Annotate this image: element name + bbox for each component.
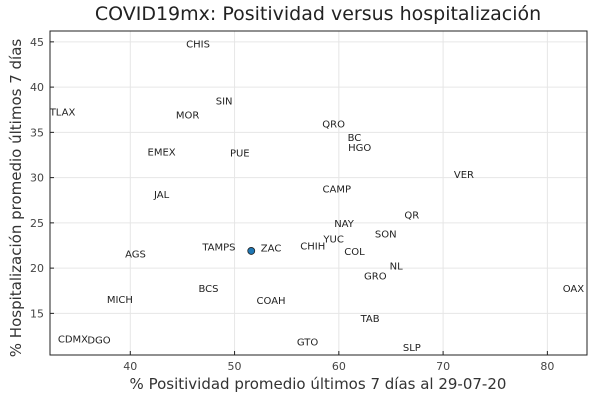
axis-layer: 40 50 60 70 80 15 20 25 30 35 40 45 — [30, 30, 588, 373]
point-label: GTO — [297, 337, 319, 348]
point-label: TAMPS — [201, 242, 235, 253]
y-tick-label: 35 — [30, 126, 44, 139]
point-label: HGO — [348, 143, 371, 154]
grid-layer — [50, 31, 587, 355]
y-tick-label: 20 — [30, 262, 44, 275]
y-tick-label: 40 — [30, 81, 44, 94]
point-label: CHIH — [300, 241, 325, 252]
x-tick-label: 80 — [540, 360, 554, 373]
y-axis-label: % Hospitalización promedio últimos 7 día… — [7, 39, 25, 358]
point-label: ZAC — [261, 243, 282, 254]
point-label: BC — [348, 133, 362, 144]
chart-title: COVID19mx: Positividad versus hospitaliz… — [95, 3, 541, 25]
point-label: VER — [454, 170, 474, 181]
x-tick-label: 50 — [228, 360, 242, 373]
point-label: GRO — [364, 271, 387, 282]
y-tick-label: 25 — [30, 217, 44, 230]
point-label: CHIS — [186, 40, 210, 51]
point-label: MOR — [176, 110, 199, 121]
x-axis-label: % Positividad promedio últimos 7 días al… — [130, 375, 507, 393]
point-label: YUC — [322, 234, 343, 245]
x-tick-label: 40 — [123, 360, 137, 373]
point-label: SLP — [403, 343, 421, 354]
point-label: SIN — [216, 97, 233, 108]
point-label: MICH — [107, 295, 133, 306]
point-layer — [247, 247, 256, 255]
point-label: TAB — [360, 314, 380, 325]
plot-frame — [49, 30, 588, 356]
point-label: COL — [344, 247, 365, 258]
point-label: SON — [375, 230, 397, 241]
point-label: AGS — [125, 250, 146, 261]
x-tick-label: 70 — [436, 360, 450, 373]
y-tick-label: 30 — [30, 172, 44, 185]
point-label: CDMX — [58, 335, 88, 346]
point-label: COAH — [257, 296, 286, 307]
point-label: QR — [404, 211, 419, 222]
point-label: OAX — [563, 284, 585, 295]
point-label: TLAX — [49, 108, 76, 119]
point-label: QRO — [322, 119, 345, 130]
point-label: NAY — [334, 219, 355, 230]
point-label: CAMP — [323, 184, 351, 195]
point-label: JAL — [153, 190, 170, 201]
point-label: BCS — [198, 284, 218, 295]
data-point-marker — [247, 247, 256, 255]
point-label: EMEX — [148, 147, 176, 158]
y-tick-label: 45 — [30, 36, 44, 49]
y-tick-label: 15 — [30, 307, 44, 320]
x-tick-label: 60 — [332, 360, 346, 373]
point-label: DGO — [87, 336, 110, 347]
point-label: NL — [390, 261, 403, 272]
point-label: PUE — [230, 148, 250, 159]
